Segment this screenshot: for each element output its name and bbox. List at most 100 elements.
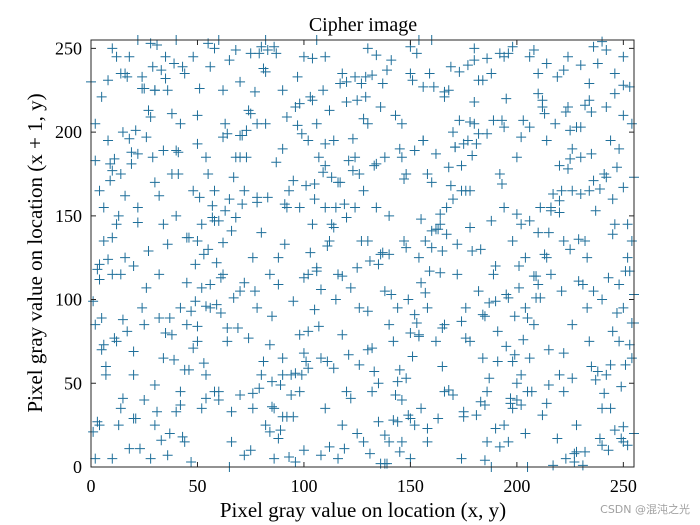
data-point xyxy=(620,359,631,370)
data-point xyxy=(479,400,490,411)
data-point xyxy=(362,306,373,317)
data-point xyxy=(130,125,141,136)
data-point xyxy=(296,128,307,139)
data-point xyxy=(416,214,427,225)
data-point xyxy=(605,359,616,370)
data-point xyxy=(618,110,629,121)
data-point xyxy=(277,143,288,154)
data-point xyxy=(584,336,595,347)
data-point xyxy=(254,48,265,59)
data-point xyxy=(322,240,333,251)
data-point xyxy=(228,292,239,303)
data-point xyxy=(554,195,565,206)
data-point xyxy=(90,319,101,330)
data-point xyxy=(139,319,150,330)
x-tick-label: 50 xyxy=(188,476,206,496)
data-point xyxy=(499,202,510,213)
data-point xyxy=(256,227,267,238)
data-point xyxy=(162,450,173,461)
data-point xyxy=(456,453,467,464)
data-point xyxy=(552,433,563,444)
data-point xyxy=(320,160,331,171)
data-point xyxy=(413,329,424,340)
data-point xyxy=(290,456,301,467)
data-point xyxy=(424,266,435,277)
data-point xyxy=(260,420,271,431)
data-point xyxy=(541,398,552,409)
data-point xyxy=(313,152,324,163)
data-point xyxy=(350,202,361,213)
data-point xyxy=(218,237,229,248)
y-tick-label: 100 xyxy=(55,290,82,310)
data-point xyxy=(548,189,559,200)
data-point xyxy=(562,51,573,62)
data-point xyxy=(384,319,395,330)
data-point xyxy=(132,148,143,159)
data-point xyxy=(324,441,335,452)
data-point xyxy=(305,247,316,258)
data-point xyxy=(422,423,433,434)
data-point xyxy=(94,259,105,270)
data-point xyxy=(330,294,341,305)
data-point xyxy=(105,175,116,186)
data-point xyxy=(443,162,454,173)
data-point xyxy=(569,448,580,459)
data-point xyxy=(373,378,384,389)
data-point xyxy=(303,269,314,280)
data-point xyxy=(422,302,433,313)
data-point xyxy=(556,185,567,196)
data-point xyxy=(535,202,546,213)
data-point xyxy=(326,172,337,183)
data-point xyxy=(245,108,256,119)
data-point xyxy=(186,306,197,317)
data-point xyxy=(471,410,482,421)
data-point xyxy=(541,252,552,263)
x-tick-label: 200 xyxy=(503,476,530,496)
y-tick-label: 200 xyxy=(55,122,82,142)
x-tick-label: 250 xyxy=(610,476,637,496)
data-point xyxy=(313,321,324,332)
data-point xyxy=(103,254,114,265)
y-tick-label: 0 xyxy=(73,457,82,477)
data-point xyxy=(396,395,407,406)
data-point xyxy=(286,369,297,380)
data-point xyxy=(364,448,375,459)
data-point xyxy=(584,185,595,196)
data-point xyxy=(264,339,275,350)
data-point xyxy=(273,433,284,444)
data-point xyxy=(352,95,363,106)
data-point xyxy=(541,58,552,69)
data-point xyxy=(115,269,126,280)
data-point xyxy=(420,235,431,246)
data-point xyxy=(524,122,535,133)
data-point xyxy=(505,393,516,404)
data-point xyxy=(490,423,501,434)
data-point xyxy=(335,177,346,188)
data-point xyxy=(115,403,126,414)
data-point xyxy=(516,400,527,411)
data-point xyxy=(277,411,288,422)
data-point xyxy=(531,292,542,303)
data-point xyxy=(520,252,531,263)
data-point xyxy=(200,301,211,312)
data-point xyxy=(490,296,501,307)
data-point xyxy=(345,282,356,293)
plot-frame xyxy=(90,39,635,468)
data-point xyxy=(307,53,318,64)
data-point xyxy=(592,58,603,69)
data-point xyxy=(501,289,512,300)
data-point xyxy=(228,172,239,183)
data-point xyxy=(166,168,177,179)
data-point xyxy=(103,135,114,146)
data-point xyxy=(134,443,145,454)
data-point xyxy=(98,235,109,246)
data-point xyxy=(111,219,122,230)
data-point xyxy=(177,61,188,72)
data-point xyxy=(479,455,490,466)
data-point xyxy=(333,269,344,280)
data-point xyxy=(465,185,476,196)
data-point xyxy=(96,312,107,323)
data-point xyxy=(320,202,331,213)
data-point xyxy=(264,426,275,437)
